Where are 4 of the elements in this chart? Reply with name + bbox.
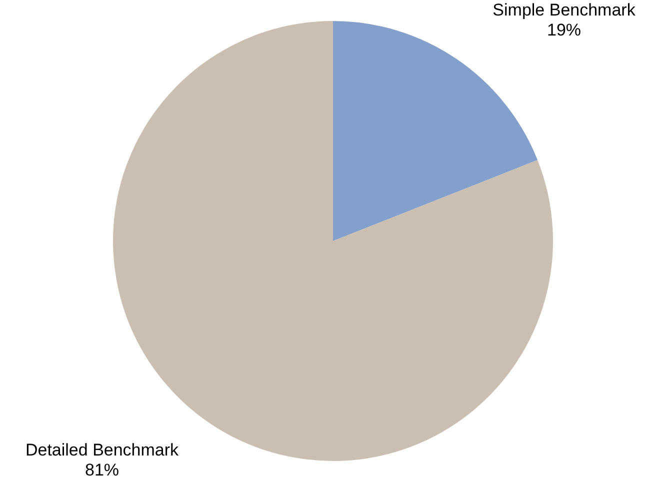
data-label: 19%: [546, 20, 582, 40]
slice-label: Simple Benchmark: [492, 0, 636, 20]
data-label: 81%: [84, 460, 120, 480]
slice-label: Detailed Benchmark: [25, 440, 180, 460]
